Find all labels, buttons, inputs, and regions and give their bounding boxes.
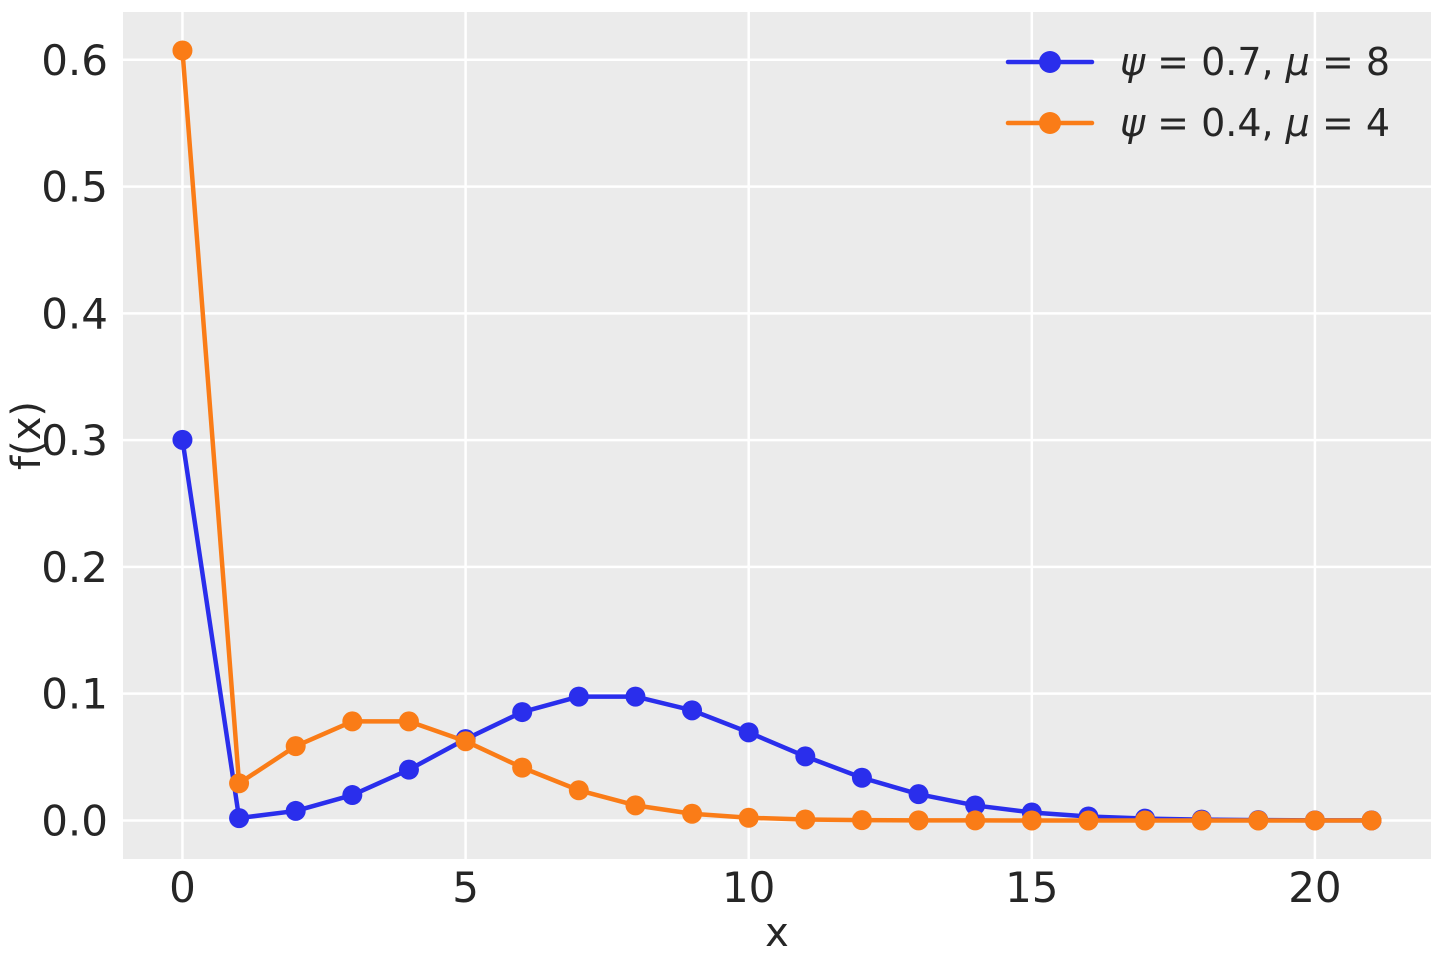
- data-point-zip-psi-0.4-mu-4: [285, 736, 306, 757]
- y-tick-label: 0.3: [41, 416, 108, 465]
- x-tick-label: 10: [722, 863, 775, 912]
- data-point-zip-psi-0.4-mu-4: [682, 803, 703, 824]
- data-point-zip-psi-0.4-mu-4: [625, 795, 646, 816]
- data-point-zip-psi-0.7-mu-8: [285, 800, 306, 821]
- data-point-zip-psi-0.4-mu-4: [1304, 810, 1325, 831]
- data-point-zip-psi-0.4-mu-4: [1361, 810, 1382, 831]
- data-point-zip-psi-0.7-mu-8: [908, 784, 929, 805]
- y-axis-label: f(x): [4, 401, 50, 470]
- data-point-zip-psi-0.7-mu-8: [568, 686, 589, 707]
- y-tick-label: 0.1: [41, 670, 108, 719]
- data-point-zip-psi-0.4-mu-4: [1078, 810, 1099, 831]
- data-point-zip-psi-0.4-mu-4: [568, 780, 589, 801]
- data-point-zip-psi-0.7-mu-8: [229, 808, 250, 829]
- legend-entry-zip-psi-0.7-mu-8: ψ = 0.7, μ = 8: [1005, 40, 1390, 84]
- data-point-zip-psi-0.4-mu-4: [795, 809, 816, 830]
- legend-marker-sample: [1039, 112, 1061, 134]
- data-point-zip-psi-0.7-mu-8: [512, 702, 533, 723]
- y-tick-label: 0.5: [41, 163, 108, 212]
- legend: ψ = 0.7, μ = 8 ψ = 0.4, μ = 4: [1005, 40, 1390, 145]
- x-tick-label: 5: [452, 863, 479, 912]
- data-point-zip-psi-0.7-mu-8: [851, 767, 872, 788]
- data-point-zip-psi-0.7-mu-8: [682, 700, 703, 721]
- data-point-zip-psi-0.4-mu-4: [1248, 810, 1269, 831]
- x-axis-label: x: [765, 910, 789, 956]
- y-tick-label: 0.0: [41, 796, 108, 845]
- data-point-zip-psi-0.7-mu-8: [342, 785, 363, 806]
- data-point-zip-psi-0.7-mu-8: [738, 722, 759, 743]
- data-point-zip-psi-0.4-mu-4: [1135, 810, 1156, 831]
- data-point-zip-psi-0.7-mu-8: [965, 795, 986, 816]
- legend-marker-sample: [1039, 51, 1061, 73]
- x-tick-label: 20: [1288, 863, 1341, 912]
- data-point-zip-psi-0.4-mu-4: [398, 711, 419, 732]
- x-tick-label: 15: [1005, 863, 1058, 912]
- legend-label: ψ = 0.7, μ = 8: [1120, 40, 1390, 84]
- y-tick-label: 0.2: [41, 543, 108, 592]
- y-tick-label: 0.6: [41, 36, 108, 85]
- data-point-zip-psi-0.4-mu-4: [172, 40, 193, 61]
- data-point-zip-psi-0.7-mu-8: [625, 686, 646, 707]
- data-point-zip-psi-0.4-mu-4: [1191, 810, 1212, 831]
- series-line-zip-psi-0.4-mu-4: [180, 48, 1374, 823]
- data-point-zip-psi-0.4-mu-4: [851, 810, 872, 831]
- data-point-zip-psi-0.4-mu-4: [455, 731, 476, 752]
- series-zip-psi-0.4-mu-4: [172, 40, 1382, 831]
- y-axis-ticks: 0.0 0.1 0.2 0.3 0.4 0.5 0.6: [41, 36, 108, 846]
- data-point-zip-psi-0.4-mu-4: [229, 773, 250, 794]
- data-point-zip-psi-0.4-mu-4: [965, 810, 986, 831]
- data-point-zip-psi-0.4-mu-4: [1021, 810, 1042, 831]
- data-point-zip-psi-0.7-mu-8: [172, 429, 193, 450]
- data-point-zip-psi-0.4-mu-4: [908, 810, 929, 831]
- legend-label: ψ = 0.4, μ = 4: [1120, 101, 1390, 145]
- data-point-zip-psi-0.4-mu-4: [342, 711, 363, 732]
- data-point-zip-psi-0.4-mu-4: [512, 757, 533, 778]
- plot-background: [123, 12, 1431, 859]
- legend-entry-zip-psi-0.4-mu-4: ψ = 0.4, μ = 4: [1005, 101, 1390, 145]
- y-tick-label: 0.4: [41, 289, 108, 338]
- data-point-zip-psi-0.7-mu-8: [795, 746, 816, 767]
- gridlines: [123, 12, 1431, 859]
- x-axis-ticks: 0 5 10 15 20: [169, 863, 1342, 912]
- data-point-zip-psi-0.7-mu-8: [398, 759, 419, 780]
- x-tick-label: 0: [169, 863, 196, 912]
- data-point-zip-psi-0.4-mu-4: [738, 807, 759, 828]
